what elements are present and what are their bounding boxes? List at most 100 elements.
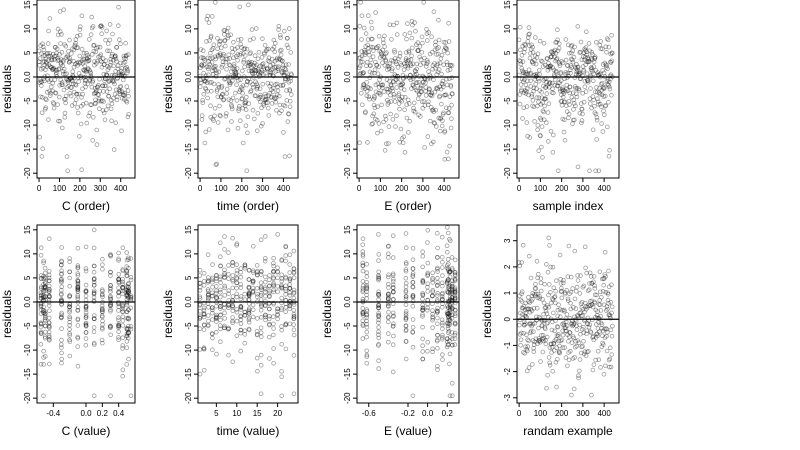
- data-point: [246, 101, 252, 106]
- data-point: [406, 57, 411, 63]
- data-point: [440, 320, 445, 326]
- data-point: [38, 295, 44, 301]
- data-point: [406, 101, 412, 106]
- data-point: [437, 128, 443, 134]
- data-point: [214, 319, 219, 324]
- data-point: [273, 64, 279, 70]
- data-point: [116, 325, 121, 330]
- data-point: [446, 110, 452, 115]
- data-point: [535, 341, 540, 347]
- data-point: [384, 86, 390, 92]
- data-point: [371, 97, 376, 102]
- data-point: [576, 69, 582, 74]
- data-point: [37, 77, 43, 82]
- data-point: [518, 337, 524, 343]
- data-point: [38, 253, 44, 258]
- data-point: [67, 339, 73, 344]
- data-point: [539, 318, 544, 323]
- data-point: [267, 290, 272, 296]
- data-point: [282, 103, 288, 109]
- data-point: [60, 71, 66, 77]
- data-point: [425, 284, 430, 290]
- data-point: [563, 70, 568, 75]
- data-point: [94, 142, 100, 147]
- data-point: [246, 277, 252, 282]
- data-point: [420, 105, 426, 111]
- data-point: [420, 305, 426, 311]
- data-point: [376, 303, 381, 309]
- data-point: [527, 309, 533, 315]
- data-point: [220, 91, 226, 97]
- data-point: [47, 325, 52, 330]
- data-point: [452, 290, 458, 295]
- data-point: [92, 101, 98, 107]
- data-point: [78, 73, 83, 79]
- data-point: [590, 127, 596, 133]
- data-point: [200, 48, 206, 53]
- data-point: [369, 71, 375, 76]
- data-point: [38, 330, 44, 336]
- data-point: [240, 68, 245, 74]
- data-point: [264, 46, 270, 52]
- data-point: [268, 70, 274, 76]
- data-point: [569, 322, 575, 327]
- data-point: [430, 293, 435, 299]
- data-point: [566, 334, 572, 340]
- data-point: [291, 314, 297, 319]
- data-point: [449, 336, 455, 342]
- data-point: [100, 340, 105, 346]
- data-point: [78, 24, 83, 30]
- data-point: [125, 70, 130, 75]
- data-point: [44, 97, 49, 103]
- data-point: [526, 43, 532, 48]
- data-point: [530, 296, 535, 302]
- data-point: [38, 245, 44, 251]
- data-point: [56, 57, 61, 63]
- data-point: [254, 62, 259, 68]
- data-point: [88, 102, 93, 107]
- data-point: [452, 285, 458, 291]
- data-point: [385, 303, 391, 309]
- data-point: [225, 56, 230, 62]
- data-point: [126, 329, 131, 335]
- data-point: [263, 96, 269, 102]
- data-point: [533, 291, 539, 297]
- data-point: [601, 371, 607, 377]
- data-point: [116, 293, 121, 299]
- data-point: [551, 348, 557, 353]
- data-point: [258, 284, 264, 290]
- data-point: [420, 305, 426, 311]
- data-point: [584, 328, 590, 334]
- data-point: [387, 79, 392, 84]
- data-point: [242, 262, 248, 268]
- data-point: [564, 87, 569, 92]
- data-point: [441, 48, 447, 53]
- data-point: [122, 90, 128, 96]
- data-point: [577, 50, 582, 55]
- data-point: [535, 51, 541, 56]
- data-point: [376, 313, 381, 319]
- data-point: [442, 128, 448, 134]
- data-point: [197, 273, 203, 278]
- data-point: [607, 356, 613, 362]
- data-point: [242, 297, 248, 302]
- x-tick-label: 300: [576, 409, 590, 418]
- data-point: [528, 320, 533, 326]
- data-point: [588, 73, 593, 78]
- data-point: [59, 268, 64, 274]
- data-point: [424, 38, 430, 43]
- data-point: [407, 30, 413, 36]
- data-point: [70, 69, 75, 74]
- data-point: [59, 360, 64, 366]
- data-point: [91, 290, 97, 295]
- data-point: [74, 33, 80, 39]
- data-point: [206, 304, 211, 310]
- data-point: [64, 154, 70, 159]
- data-point: [107, 48, 112, 54]
- data-point: [424, 58, 430, 63]
- data-point: [118, 41, 123, 47]
- data-point: [83, 289, 89, 294]
- data-point: [410, 22, 415, 28]
- data-point: [591, 362, 597, 368]
- data-point: [120, 302, 125, 308]
